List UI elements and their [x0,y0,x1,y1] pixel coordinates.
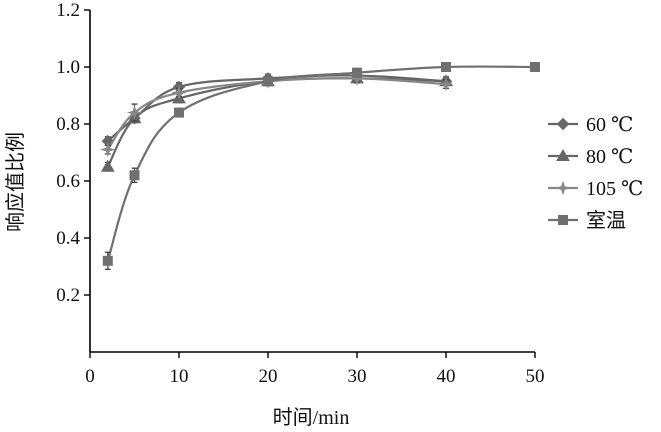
legend-item: 80 ℃ [548,146,633,168]
y-axis-label: 响应值比例 [4,132,27,232]
series-layer [100,62,540,271]
legend: 60 ℃ 80 ℃ 105 ℃ 室温 [548,114,643,232]
data-point [129,170,140,181]
legend-label: 80 ℃ [586,146,633,168]
x-tick-label: 20 [259,366,278,387]
data-point [352,67,362,78]
axes: 0.2 0.4 0.6 0.8 1.0 1.2 0 10 20 30 40 50 [56,0,544,387]
y-tick-label: 0.4 [56,228,80,249]
x-axis-label: 时间/min [273,406,350,429]
legend-label: 60 ℃ [586,114,633,136]
series-2 [100,71,453,172]
data-point [438,76,454,92]
x-tick-label: 40 [437,366,456,387]
y-tick-label: 0.8 [56,114,80,135]
x-tick-label: 10 [170,366,189,387]
legend-label: 105 ℃ [586,178,643,200]
y-tick-label: 0.2 [56,285,80,306]
data-point [102,255,113,266]
series-line [106,77,448,151]
legend-item: 室温 [548,209,626,232]
data-point [441,62,451,72]
series-line [106,65,537,262]
x-tick-label: 0 [85,366,95,387]
legend-item: 60 ℃ [548,114,633,136]
data-point [174,107,184,118]
x-tick-label: 50 [526,366,545,387]
legend-marker [556,148,570,161]
y-tick-label: 0.6 [56,171,80,192]
data-point [127,105,142,121]
data-point [263,76,273,87]
legend-marker [558,215,568,225]
y-tick-label: 1.0 [56,57,80,78]
legend-label: 室温 [586,209,626,232]
data-point [530,62,540,72]
legend-marker [556,117,570,131]
x-tick-label: 30 [348,366,367,387]
series-4 [102,62,540,271]
data-point [100,142,116,158]
series-3 [100,70,454,158]
legend-marker [555,180,571,196]
series-line [106,77,448,168]
data-point [171,85,187,101]
legend-item: 105 ℃ [548,178,643,200]
y-tick-label: 1.2 [56,0,80,21]
data-point [100,159,115,172]
